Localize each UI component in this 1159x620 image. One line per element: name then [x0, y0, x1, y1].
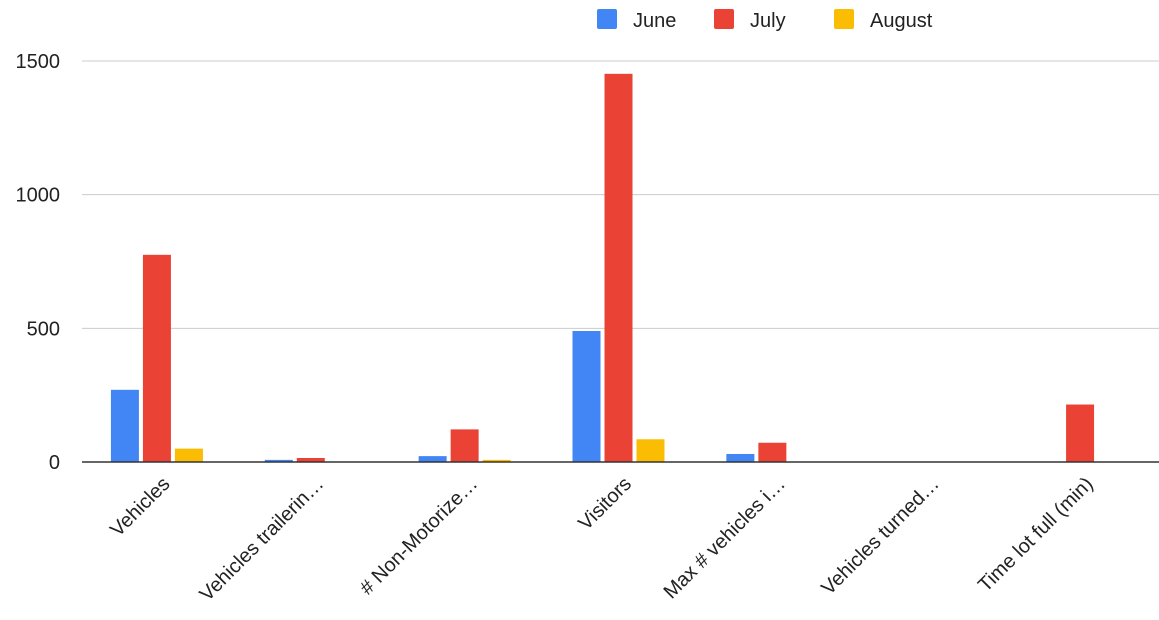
y-tick-label: 1500 [16, 51, 61, 73]
bar-july-3 [604, 73, 633, 462]
x-tick-label: Vehicles trailerin… [196, 473, 329, 606]
bar-july-6 [1066, 404, 1095, 462]
bar-august-3 [636, 439, 665, 462]
x-tick-label: Time lot full (min) [974, 473, 1097, 596]
legend-swatch-june [597, 9, 617, 29]
bars [110, 73, 1095, 462]
x-tick-label: Visitors [574, 473, 636, 535]
x-tick-label: Max # vehicles i… [660, 473, 790, 603]
y-axis-tick-labels: 0 500 1000 1500 [16, 51, 61, 474]
y-tick-label: 1000 [16, 185, 61, 207]
bar-july-0 [142, 254, 171, 462]
bar-july-2 [450, 429, 479, 462]
legend-swatch-august [834, 9, 854, 29]
legend-label-august: August [870, 10, 933, 32]
bar-june-0 [110, 389, 139, 462]
y-tick-label: 500 [27, 318, 60, 340]
x-axis-tick-labels: Vehicles Vehicles trailerin… # Non-Motoriz… [106, 473, 1097, 606]
x-tick-label: # Non-Motorize… [356, 473, 482, 599]
x-tick-label: Vehicles [106, 473, 174, 541]
y-tick-label: 0 [49, 452, 60, 474]
legend-swatch-july [714, 9, 734, 29]
bar-july-1 [296, 457, 325, 462]
bar-august-0 [174, 448, 203, 462]
bar-june-4 [726, 453, 755, 462]
x-tick-label: Vehicles turned… [817, 473, 943, 599]
bar-june-3 [572, 331, 601, 462]
bar-august-2 [482, 459, 511, 462]
legend-label-june: June [633, 10, 676, 32]
bar-july-4 [758, 442, 787, 462]
legend-label-july: July [750, 10, 786, 32]
bar-june-2 [418, 456, 447, 462]
bar-june-1 [264, 459, 293, 462]
legend: June July August [597, 9, 933, 32]
